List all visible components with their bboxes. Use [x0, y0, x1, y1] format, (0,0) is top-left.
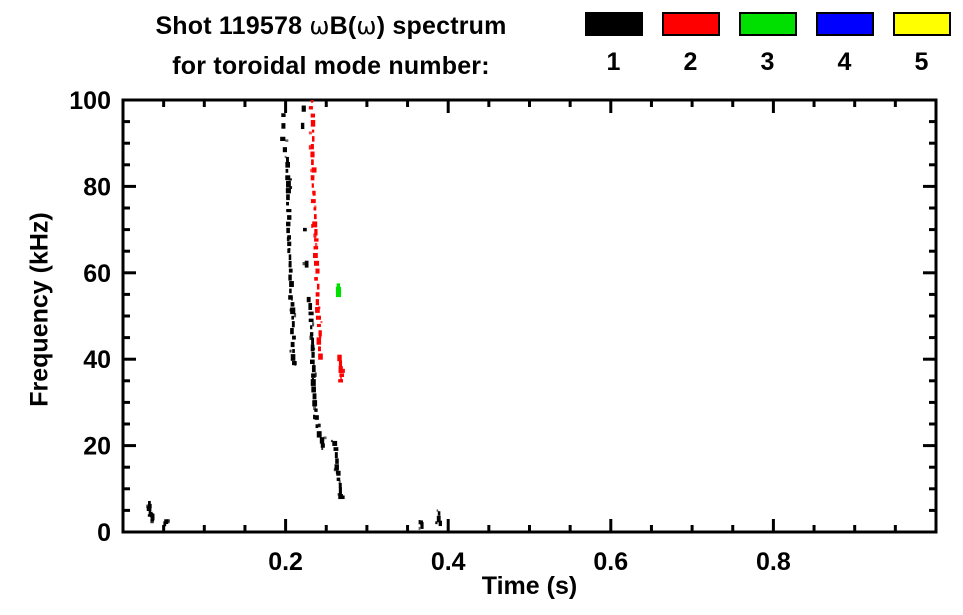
- legend-label-1: 1: [606, 48, 621, 76]
- x-tick-label: 0.6: [593, 548, 628, 576]
- x-tick-label: 0.8: [756, 548, 791, 576]
- y-tick-label: 40: [83, 346, 111, 374]
- legend-entry-2: 2: [652, 12, 729, 75]
- title-line-2: for toroidal mode number:: [172, 52, 490, 80]
- legend-swatch-2: [661, 12, 720, 36]
- legend-label-4: 4: [837, 48, 852, 76]
- title-line-1: Shot 119578 ωB(ω) spectrum: [96, 6, 566, 46]
- legend-swatch-3: [738, 12, 797, 36]
- legend-swatch-1: [584, 12, 643, 36]
- series-2: [308, 100, 345, 383]
- y-tick-label: 100: [69, 87, 111, 115]
- legend-entry-1: 1: [575, 12, 652, 75]
- legend-entry-3: 3: [729, 12, 806, 75]
- x-tick-label: 0.4: [431, 548, 466, 576]
- legend-swatch-5: [892, 12, 951, 36]
- legend: 1 2 3 4 5: [575, 12, 960, 75]
- data-layer: [146, 100, 442, 531]
- series-3: [335, 283, 342, 298]
- x-tick-label: 0.2: [268, 548, 303, 576]
- legend-entry-5: 5: [883, 12, 960, 75]
- y-axis-label: Frequency (kHz): [25, 212, 54, 407]
- y-tick-label: 60: [83, 260, 111, 288]
- omega-symbol-2: ω: [356, 12, 377, 40]
- series-1: [146, 105, 442, 531]
- axis-frame: 0.2 0.4 0.6 0.8 0 20 40 60 80 100: [69, 87, 938, 576]
- legend-swatch-4: [815, 12, 874, 36]
- plot-area: 0.2 0.4 0.6 0.8 0 20 40 60 80 100: [69, 87, 938, 576]
- legend-label-5: 5: [914, 48, 929, 76]
- omega-symbol-1: ω: [309, 12, 330, 40]
- y-tick-label: 80: [83, 173, 111, 201]
- x-axis-label: Time (s): [481, 572, 578, 600]
- chart-title: Shot 119578 ωB(ω) spectrum for toroidal …: [96, 6, 566, 86]
- legend-label-3: 3: [760, 48, 775, 76]
- title-suffix: ) spectrum: [376, 12, 507, 40]
- legend-entry-4: 4: [806, 12, 883, 75]
- y-tick-label: 0: [97, 519, 111, 547]
- title-prefix: Shot 119578: [155, 12, 310, 40]
- y-tick-label: 20: [83, 433, 111, 461]
- legend-label-2: 2: [683, 48, 698, 76]
- title-mid: B(: [329, 12, 357, 40]
